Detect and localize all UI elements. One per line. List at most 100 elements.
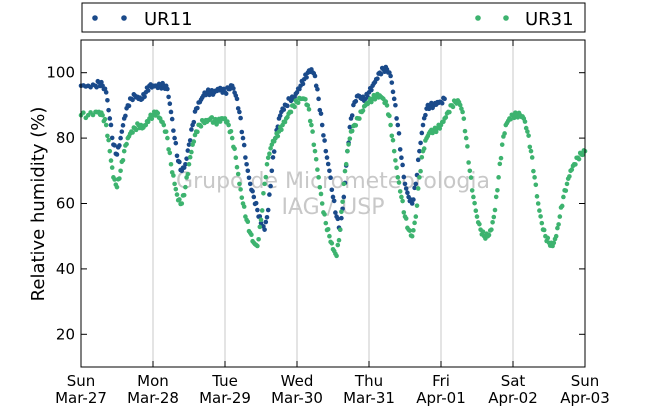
data-point <box>498 155 504 161</box>
data-point <box>312 73 318 79</box>
data-point <box>496 175 501 180</box>
data-point <box>228 128 234 134</box>
data-point <box>244 161 249 167</box>
data-point <box>418 140 423 146</box>
data-point <box>245 219 251 224</box>
data-point <box>388 122 393 128</box>
data-point <box>166 94 171 100</box>
data-point <box>279 127 284 133</box>
data-point <box>258 217 264 223</box>
data-point <box>149 116 155 122</box>
data-point <box>480 229 486 234</box>
data-point <box>172 181 177 187</box>
data-point <box>263 219 269 225</box>
data-point <box>343 161 349 167</box>
data-point <box>335 242 341 248</box>
data-point <box>109 135 115 141</box>
data-point <box>268 145 273 151</box>
data-point <box>466 160 471 165</box>
x-tick-label-date: Apr-03 <box>560 389 610 407</box>
data-point <box>255 243 260 249</box>
data-point <box>412 220 417 226</box>
data-point <box>471 194 476 200</box>
data-point <box>174 192 180 197</box>
data-point <box>265 155 271 161</box>
data-point <box>529 155 535 160</box>
data-point <box>390 89 396 95</box>
data-point <box>383 99 389 104</box>
data-point <box>239 129 245 135</box>
data-point <box>183 161 188 167</box>
data-point <box>400 162 405 168</box>
data-point <box>259 208 265 213</box>
data-point <box>265 207 271 213</box>
data-point <box>235 106 241 111</box>
data-point <box>389 80 395 85</box>
data-point <box>238 187 243 192</box>
data-point <box>394 116 399 121</box>
data-point <box>195 129 200 135</box>
data-point <box>103 90 109 95</box>
data-point <box>105 97 110 103</box>
data-point <box>263 174 269 180</box>
data-point <box>245 168 251 174</box>
data-point <box>532 175 537 180</box>
data-point <box>316 96 321 102</box>
data-point <box>238 115 243 121</box>
data-point <box>551 240 557 246</box>
data-point <box>171 128 176 133</box>
y-tick-label: 20 <box>56 325 75 343</box>
data-point <box>322 138 327 143</box>
data-point <box>393 158 398 163</box>
data-point <box>264 215 270 220</box>
data-point <box>417 175 422 180</box>
data-point <box>384 103 390 108</box>
data-point <box>472 200 477 206</box>
data-point <box>437 126 443 131</box>
x-tick-label-day: Thu <box>354 372 383 390</box>
data-point <box>327 233 332 239</box>
legend-marker-ur11 <box>121 15 127 21</box>
data-point <box>486 232 492 238</box>
data-point <box>121 148 127 154</box>
data-point <box>187 154 193 160</box>
data-point <box>477 221 482 227</box>
data-point <box>106 107 111 113</box>
data-point <box>525 129 530 134</box>
data-point <box>403 186 409 191</box>
data-point <box>333 210 338 215</box>
data-point <box>256 236 261 242</box>
legend-marker-ur31 <box>475 15 481 21</box>
data-point <box>288 109 294 115</box>
data-point <box>112 177 117 182</box>
data-point <box>117 143 122 148</box>
data-point <box>167 150 173 156</box>
data-point <box>319 201 325 206</box>
data-point <box>195 105 200 111</box>
data-point <box>106 137 111 143</box>
legend-label-ur11: UR11 <box>144 9 193 30</box>
data-point <box>249 232 254 238</box>
data-point <box>126 103 132 109</box>
data-point <box>557 214 563 219</box>
data-point <box>413 214 419 219</box>
data-point <box>239 195 245 200</box>
data-point <box>161 122 167 128</box>
data-point <box>323 220 329 226</box>
y-tick-label: 100 <box>46 64 75 82</box>
data-point <box>271 149 277 154</box>
data-point <box>325 226 331 232</box>
data-point <box>267 151 272 157</box>
data-point <box>108 122 114 128</box>
data-point <box>177 159 182 165</box>
data-point <box>321 133 326 138</box>
data-point <box>319 122 325 128</box>
data-point <box>305 103 311 108</box>
data-point <box>461 116 467 121</box>
data-point <box>347 136 353 141</box>
data-point <box>318 111 324 116</box>
data-point <box>391 148 397 154</box>
data-point <box>174 153 180 159</box>
data-point <box>415 186 421 191</box>
data-point <box>99 79 104 85</box>
